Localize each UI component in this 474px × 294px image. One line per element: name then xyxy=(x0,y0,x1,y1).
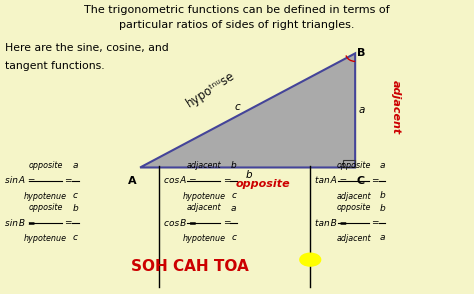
Polygon shape xyxy=(140,54,355,168)
Text: adjacent: adjacent xyxy=(337,192,371,201)
Text: a: a xyxy=(231,204,237,213)
Text: The trigonometric functions can be defined in terms of: The trigonometric functions can be defin… xyxy=(84,5,390,15)
Text: hypotenue: hypotenue xyxy=(24,192,67,201)
Text: opposite: opposite xyxy=(337,161,371,170)
Text: c: c xyxy=(73,233,78,242)
Text: c: c xyxy=(231,233,236,242)
Text: A: A xyxy=(128,176,137,186)
Text: =: = xyxy=(223,176,230,185)
Text: c: c xyxy=(234,103,240,113)
Text: hypotenue: hypotenue xyxy=(24,234,67,243)
Text: a: a xyxy=(359,106,365,116)
Text: b: b xyxy=(231,161,237,171)
Text: B: B xyxy=(356,48,365,58)
Text: =: = xyxy=(371,176,379,185)
Text: a: a xyxy=(379,161,385,171)
Text: a: a xyxy=(379,233,385,242)
Text: b: b xyxy=(246,170,252,180)
Text: b: b xyxy=(379,191,385,200)
Text: hypotenue: hypotenue xyxy=(182,234,225,243)
Text: hypoᵗⁿᵘse: hypoᵗⁿᵘse xyxy=(184,69,238,111)
Text: adjacent: adjacent xyxy=(186,203,221,212)
Text: opposite: opposite xyxy=(28,203,63,212)
Text: =: = xyxy=(64,176,72,185)
Text: C: C xyxy=(357,176,365,186)
Text: adjacent: adjacent xyxy=(186,161,221,170)
Text: adjacent: adjacent xyxy=(390,80,401,135)
Text: SOH CAH TOA: SOH CAH TOA xyxy=(131,260,249,275)
Text: cos A =: cos A = xyxy=(164,176,196,185)
Text: b: b xyxy=(73,204,78,213)
Text: cos B =: cos B = xyxy=(164,218,196,228)
Text: tan A =: tan A = xyxy=(315,176,347,185)
Text: sin B =: sin B = xyxy=(5,218,36,228)
Text: b: b xyxy=(379,204,385,213)
Text: Here are the sine, cosine, and: Here are the sine, cosine, and xyxy=(5,43,169,53)
Text: tangent functions.: tangent functions. xyxy=(5,61,105,71)
Text: tan B =: tan B = xyxy=(315,218,347,228)
Text: c: c xyxy=(73,191,78,200)
Text: opposite: opposite xyxy=(236,178,290,188)
Circle shape xyxy=(300,253,320,266)
Text: =: = xyxy=(371,218,379,228)
Text: opposite: opposite xyxy=(28,161,63,170)
Text: c: c xyxy=(231,191,236,200)
Text: =: = xyxy=(223,218,230,228)
Text: adjacent: adjacent xyxy=(337,234,371,243)
Text: opposite: opposite xyxy=(337,203,371,212)
Text: particular ratios of sides of right triangles.: particular ratios of sides of right tria… xyxy=(119,20,355,30)
Text: =: = xyxy=(64,218,72,228)
Text: hypotenue: hypotenue xyxy=(182,192,225,201)
Text: a: a xyxy=(73,161,78,171)
Text: sin A =: sin A = xyxy=(5,176,36,185)
